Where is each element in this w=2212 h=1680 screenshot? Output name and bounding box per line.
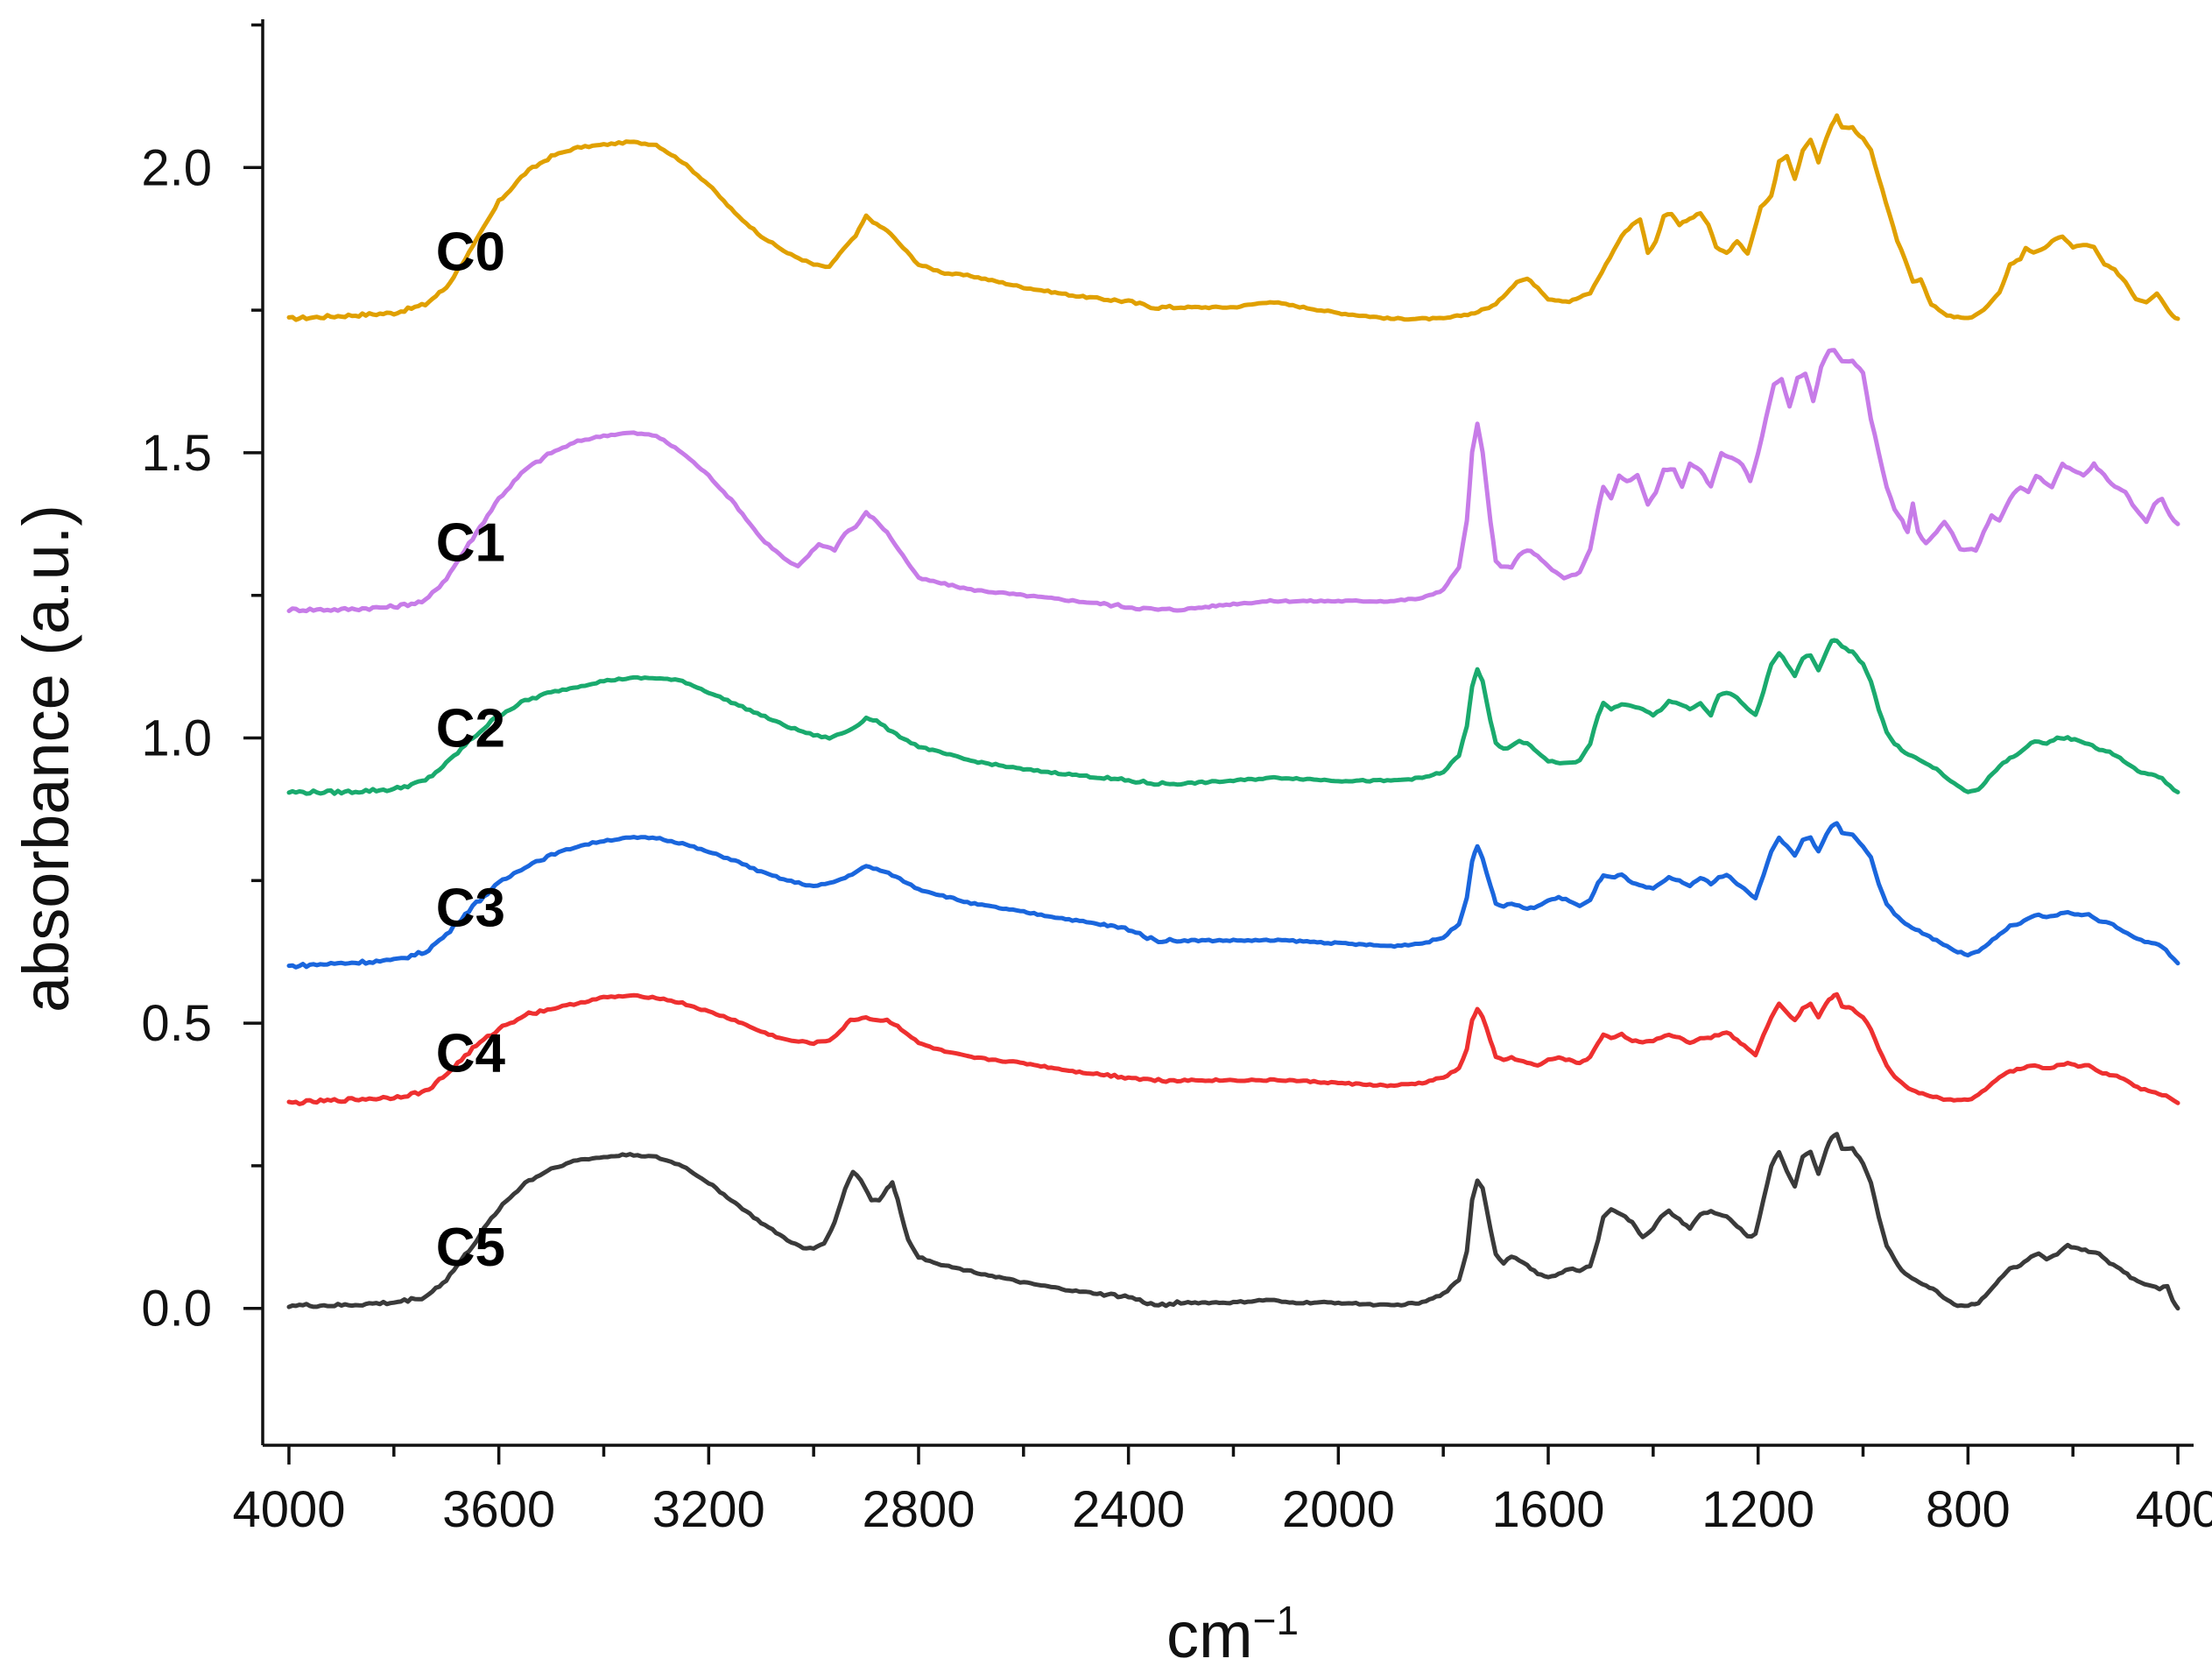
series-label-c5: C5 bbox=[436, 1218, 505, 1278]
series-line-c0 bbox=[286, 113, 2180, 322]
series-line-c1 bbox=[286, 348, 2180, 614]
y-tick-label: 1.0 bbox=[141, 710, 212, 767]
x-tick-label: 3600 bbox=[442, 1481, 555, 1538]
series-labels: C0 C1 C2 C3 C4 C5 bbox=[436, 222, 506, 1278]
x-tick-label: 400 bbox=[2136, 1481, 2212, 1538]
x-tick-label: 1200 bbox=[1701, 1481, 1814, 1538]
series-label-c2: C2 bbox=[436, 698, 505, 759]
series-label-c0: C0 bbox=[436, 222, 505, 283]
series-line-c5 bbox=[286, 1132, 2180, 1311]
y-axis-ticks: 0.0 0.5 1.0 1.5 2.0 bbox=[141, 23, 263, 1338]
y-tick-label: 1.5 bbox=[141, 425, 212, 482]
x-tick-label: 3200 bbox=[652, 1481, 765, 1538]
y-tick-label: 0.0 bbox=[141, 1281, 212, 1338]
y-tick-label: 2.0 bbox=[141, 139, 212, 196]
series-line-c4 bbox=[286, 992, 2180, 1106]
x-tick-label: 2400 bbox=[1072, 1481, 1185, 1538]
x-axis-title-superscript: −1 bbox=[1253, 1598, 1299, 1643]
series-label-c3: C3 bbox=[436, 878, 505, 938]
y-axis-title: absorbance (a.u.) bbox=[10, 505, 82, 1013]
spectra-series bbox=[286, 113, 2180, 1311]
x-axis-ticks: 4000 3600 3200 2800 2400 2000 1600 1200 800 400 bbox=[232, 1445, 2212, 1538]
x-tick-label: 1600 bbox=[1491, 1481, 1604, 1538]
axes: 0.0 0.5 1.0 1.5 2.0 4000 3600 3200 2800 2400 2000… bbox=[141, 19, 2212, 1538]
x-tick-label: 4000 bbox=[232, 1481, 345, 1538]
series-line-c3 bbox=[286, 821, 2180, 970]
x-tick-label: 800 bbox=[1926, 1481, 2011, 1538]
series-label-c1: C1 bbox=[436, 513, 505, 574]
series-line-c2 bbox=[286, 638, 2180, 796]
x-axis-title: cm−1 bbox=[1166, 1598, 1299, 1671]
series-label-c4: C4 bbox=[436, 1023, 506, 1084]
x-tick-label: 2800 bbox=[862, 1481, 975, 1538]
x-tick-label: 2000 bbox=[1282, 1481, 1395, 1538]
x-axis-title-unit: cm bbox=[1166, 1599, 1253, 1671]
y-tick-label: 0.5 bbox=[141, 995, 212, 1052]
